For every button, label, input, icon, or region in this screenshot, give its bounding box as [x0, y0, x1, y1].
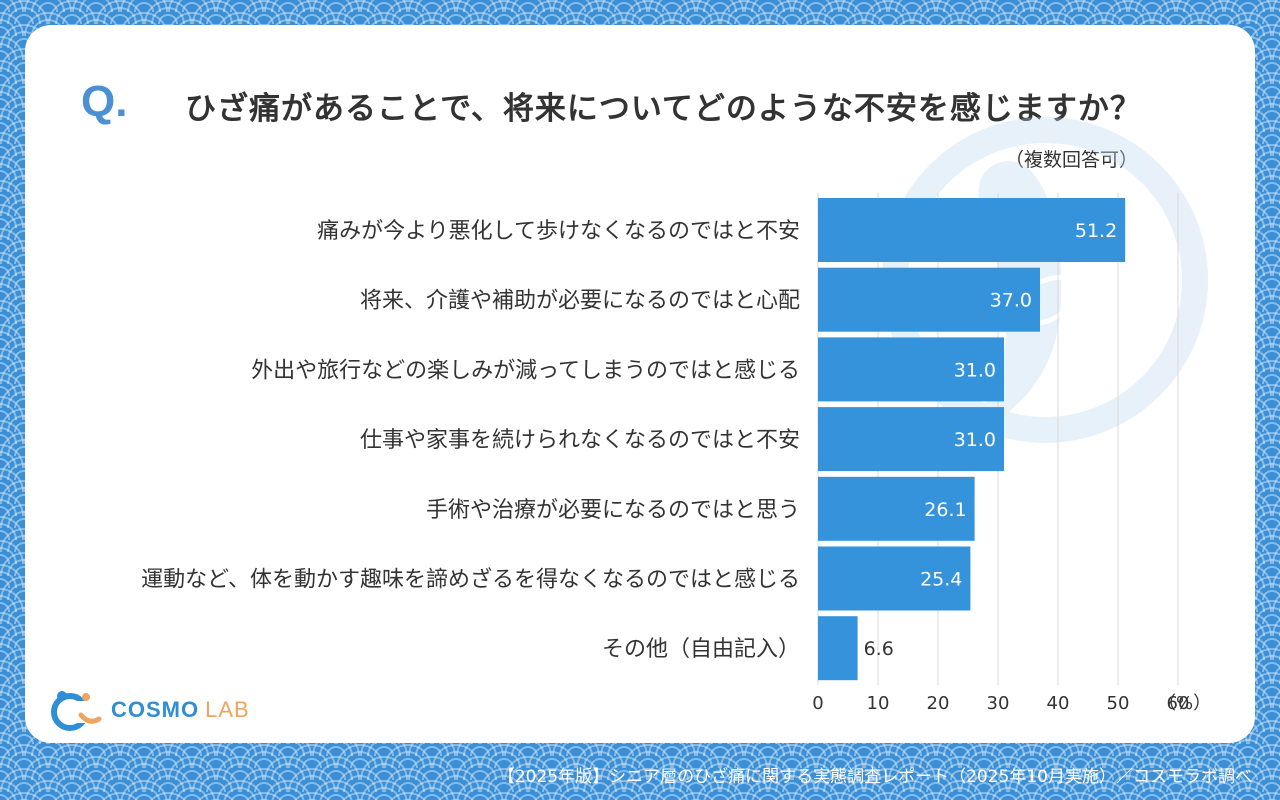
category-label: 仕事や家事を続けられなくなるのではと不安	[360, 428, 800, 453]
bar	[818, 546, 971, 611]
question-title: ひざ痛があることで、将来についてどのような不安を感じますか？	[185, 91, 1142, 127]
logo-icon	[51, 691, 102, 731]
bar	[818, 267, 1040, 332]
bar-chart: 51.2 痛みが今より悪化して歩けなくなるのではと不安 37.0 将来、介護や補助が必…	[141, 117, 1211, 714]
bar-value-label: 51.2	[1075, 220, 1117, 242]
category-label: 手術や治療が必要になるのではと思う	[426, 498, 800, 523]
category-label: 運動など、体を動かす趣味を諦めざるを得なくなるのではと感じる	[141, 567, 800, 593]
bar	[818, 337, 1004, 402]
x-tick-label: 10	[867, 693, 890, 714]
bar	[818, 198, 1126, 262]
category-label: その他（自由記入）	[602, 637, 800, 662]
logo-name: COSMO	[111, 697, 200, 722]
bar-value-label: 31.0	[954, 429, 996, 451]
chart-card: Q. ひざ痛があることで、将来についてどのような不安を感じますか？ （複数回答可…	[25, 25, 1255, 743]
x-tick-label: 30	[987, 693, 1010, 714]
x-tick-label: 20	[927, 693, 950, 714]
cosmo-lab-logo: COSMO LAB	[47, 685, 250, 735]
bar-value-label: 31.0	[954, 359, 996, 381]
bar-value-label: 25.4	[920, 569, 962, 591]
q-mark: Q.	[81, 77, 128, 126]
bar-value-label: 37.0	[990, 290, 1032, 312]
logo-wordmark: COSMO LAB	[111, 697, 250, 723]
multiple-answers-note: （複数回答可）	[1005, 149, 1139, 171]
x-unit-label: （%）	[1158, 693, 1211, 714]
source-footer: 【2025年版】シニア層のひざ痛に関する実態調査レポート（2025年10月実施）…	[497, 767, 1252, 787]
logo-suffix: LAB	[205, 697, 250, 722]
x-tick-label: 50	[1107, 693, 1130, 714]
bar-value-label: 6.6	[864, 638, 894, 660]
category-label: 痛みが今より悪化して歩けなくなるのではと不安	[317, 219, 800, 244]
category-label: 外出や旅行などの楽しみが減ってしまうのではと感じる	[251, 358, 800, 383]
x-tick-label: 60	[1167, 693, 1190, 714]
x-tick-label: 0	[812, 693, 823, 714]
x-tick-label: 40	[1047, 693, 1070, 714]
bar	[818, 407, 1004, 472]
bar	[818, 476, 975, 541]
bar-value-label: 26.1	[924, 499, 966, 521]
bar	[818, 616, 858, 681]
category-label: 将来、介護や補助が必要になるのではと心配	[360, 289, 800, 314]
